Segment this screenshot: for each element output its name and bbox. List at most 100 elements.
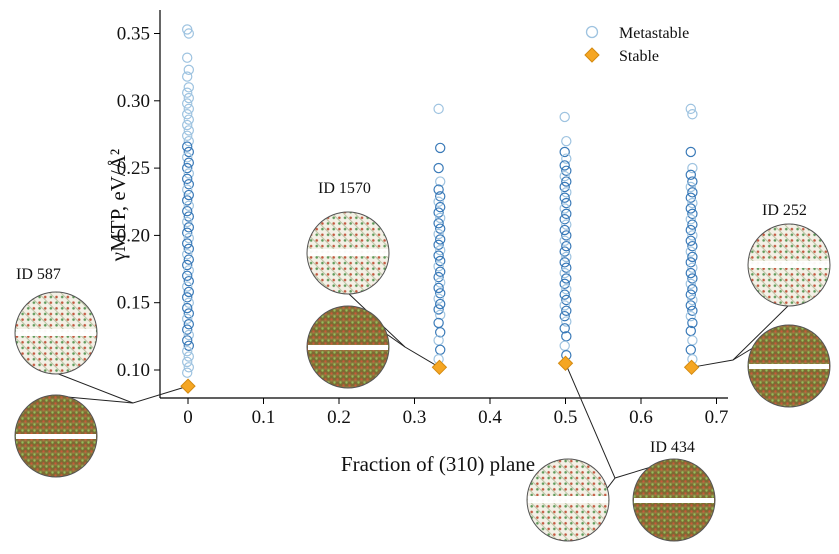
- interface-band: [16, 434, 96, 439]
- metastable-point: [685, 235, 696, 246]
- metastable-point: [433, 271, 444, 283]
- y-tick-label: 0.10: [117, 360, 150, 381]
- metastable-point: [183, 28, 194, 39]
- metastable-point: [685, 344, 696, 356]
- metastable-point: [687, 187, 698, 198]
- metastable-point: [685, 103, 696, 115]
- metastable-point: [561, 316, 572, 327]
- metastable-point: [183, 157, 194, 168]
- metastable-point: [559, 192, 570, 203]
- metastable-point: [559, 267, 570, 279]
- metastable-point: [435, 309, 446, 321]
- metastable-point: [181, 238, 193, 249]
- y-tick-label: 0.35: [117, 24, 150, 45]
- y-tick-label: 0.30: [117, 91, 150, 112]
- structure-id-label: ID 1570: [318, 180, 371, 197]
- metastable-point: [433, 293, 444, 304]
- metastable-point: [433, 218, 444, 229]
- metastable-point: [183, 168, 194, 179]
- legend-metastable-marker: [585, 25, 599, 39]
- metastable-point: [181, 130, 193, 141]
- metastable-point: [687, 305, 698, 316]
- metastable-point: [685, 300, 696, 311]
- metastable-point: [561, 294, 572, 306]
- metastable-point: [181, 324, 193, 335]
- metastable-point: [183, 329, 194, 341]
- metastable-point: [559, 257, 570, 268]
- metastable-point: [183, 125, 194, 136]
- metastable-point: [433, 103, 444, 115]
- metastable-point: [561, 208, 572, 220]
- metastable-point: [435, 327, 446, 338]
- metastable-point: [181, 184, 193, 195]
- metastable-point: [559, 111, 570, 123]
- metastable-point: [181, 302, 193, 314]
- structure-id-label: ID 252: [762, 202, 807, 219]
- metastable-point: [183, 308, 194, 319]
- metastable-point: [181, 227, 193, 238]
- metastable-point: [183, 103, 194, 115]
- metastable-point: [685, 246, 696, 257]
- metastable-point: [687, 294, 698, 306]
- metastable-point: [559, 235, 570, 246]
- stable-series: [180, 355, 700, 394]
- metastable-point: [433, 162, 444, 174]
- metastable-point: [435, 201, 446, 213]
- metastable-point: [181, 173, 193, 185]
- metastable-point: [435, 191, 446, 202]
- metastable-point: [181, 98, 193, 109]
- metastable-point: [685, 146, 696, 158]
- y-tick-label: 0.15: [117, 293, 150, 314]
- metastable-point: [181, 71, 193, 82]
- y-tick-label: 0.25: [117, 158, 150, 179]
- metastable-point: [183, 146, 194, 158]
- metastable-point: [435, 142, 446, 154]
- interface-band: [749, 261, 829, 268]
- metastable-point: [687, 197, 698, 209]
- metastable-point: [685, 257, 696, 268]
- metastable-point: [183, 243, 194, 255]
- metastable-point: [687, 273, 698, 284]
- metastable-point: [181, 152, 193, 163]
- metastable-point: [433, 207, 444, 218]
- metastable-point: [561, 135, 572, 147]
- metastable-point: [559, 214, 570, 225]
- metastable-point: [183, 189, 194, 201]
- metastable-point: [561, 251, 572, 263]
- structure-id-label: ID 434: [650, 439, 695, 456]
- x-tick-label: 0.5: [554, 407, 578, 428]
- metastable-point: [559, 160, 570, 171]
- legend-stable-marker: [584, 47, 600, 63]
- metastable-point: [435, 234, 446, 245]
- metastable-point: [559, 323, 570, 334]
- metastable-point: [181, 335, 193, 346]
- metastable-point: [561, 176, 572, 187]
- x-tick-label: 0: [183, 407, 193, 428]
- metastable-point: [685, 169, 696, 181]
- metastable-point: [181, 345, 193, 357]
- metastable-point: [687, 230, 698, 241]
- interface-band: [634, 498, 714, 503]
- x-tick-label: 0.1: [252, 407, 276, 428]
- metastable-point: [433, 261, 444, 272]
- metastable-point: [183, 232, 194, 244]
- metastable-point: [433, 304, 444, 315]
- metastable-point: [687, 176, 698, 187]
- metastable-point: [183, 64, 194, 76]
- x-axis-label: Fraction of (310) plane: [341, 452, 535, 476]
- axis-ticks: 0 0.1 0.2 0.3 0.4 0.5 0.6 0.7 0.10 0.15 0.20 0.25 0.…: [117, 24, 729, 429]
- structure-id-label: ID 587: [16, 266, 61, 283]
- metastable-point: [685, 214, 696, 225]
- x-tick-label: 0.7: [705, 407, 729, 428]
- metastable-point: [183, 179, 194, 190]
- y-tick-label: 0.20: [117, 225, 150, 246]
- metastable-point: [685, 278, 696, 290]
- metastable-point: [685, 224, 696, 236]
- metastable-point: [433, 282, 444, 294]
- metastable-point: [183, 286, 194, 298]
- metastable-point: [685, 203, 696, 214]
- interface-band: [749, 364, 829, 369]
- metastable-point: [561, 284, 572, 295]
- metastable-point: [685, 192, 696, 203]
